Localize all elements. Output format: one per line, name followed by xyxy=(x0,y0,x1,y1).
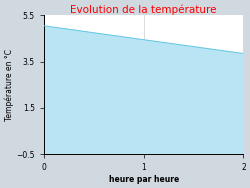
X-axis label: heure par heure: heure par heure xyxy=(108,175,179,184)
Y-axis label: Température en °C: Température en °C xyxy=(4,49,14,121)
Title: Evolution de la température: Evolution de la température xyxy=(70,4,217,15)
